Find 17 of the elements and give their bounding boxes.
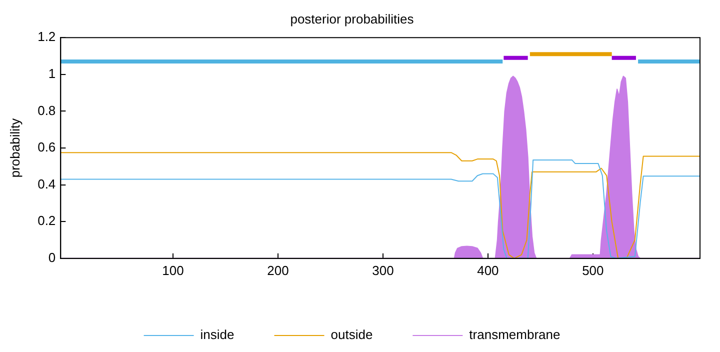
legend-label: transmembrane <box>469 327 560 342</box>
y-tick-label: 0.4 <box>38 176 56 192</box>
y-tick-label: 0.2 <box>38 213 56 228</box>
y-tick-label: 1 <box>48 66 56 81</box>
y-tick-label: 0.6 <box>38 140 56 155</box>
legend-label: outside <box>330 327 373 342</box>
x-tick-label: 300 <box>372 262 394 278</box>
legend-label: inside <box>200 327 234 342</box>
y-tick-label: 0.8 <box>38 102 56 118</box>
x-tick-label: 200 <box>267 262 289 278</box>
y-tick-label: 0 <box>48 250 56 265</box>
y-axis-title: probability <box>7 118 22 178</box>
x-tick-label: 100 <box>162 262 184 278</box>
y-tick-label: 1.2 <box>38 29 56 44</box>
x-tick-label: 500 <box>582 262 604 278</box>
x-tick-label: 400 <box>477 262 499 278</box>
chart-title: posterior probabilities <box>290 11 414 26</box>
